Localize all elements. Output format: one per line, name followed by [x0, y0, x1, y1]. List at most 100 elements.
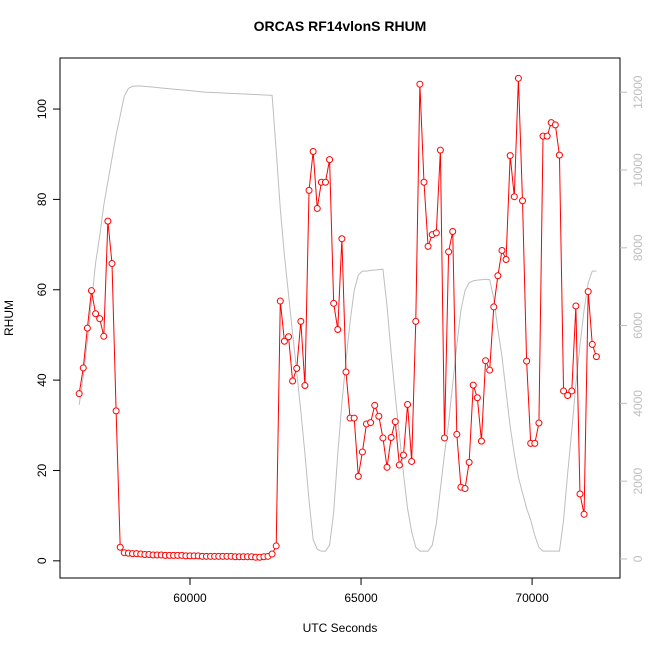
data-point	[531, 439, 539, 447]
data-point	[350, 414, 358, 422]
data-point	[555, 151, 563, 159]
data-point	[580, 510, 588, 518]
data-point	[560, 387, 568, 395]
data-point	[305, 186, 313, 194]
data-point	[75, 390, 83, 398]
data-point	[358, 448, 366, 456]
data-point	[301, 382, 309, 390]
y-tick-label: 40	[35, 373, 49, 387]
data-point	[92, 310, 100, 318]
data-point	[482, 357, 490, 365]
data-point	[510, 193, 518, 201]
data-point	[272, 542, 280, 550]
data-point	[461, 485, 469, 493]
data-point	[469, 381, 477, 389]
data-point	[404, 401, 412, 409]
data-point	[108, 260, 116, 268]
data-point	[354, 472, 362, 480]
data-point	[490, 303, 498, 311]
data-point	[268, 550, 276, 558]
data-point	[293, 364, 301, 372]
data-point	[543, 132, 551, 140]
plot-frame	[59, 57, 621, 579]
y-tick-label: 0	[35, 557, 49, 564]
data-point	[379, 434, 387, 442]
data-point	[416, 80, 424, 88]
data-point	[477, 437, 485, 445]
y-tick-label: 60	[35, 283, 49, 297]
data-point	[96, 315, 104, 323]
data-point	[309, 148, 317, 156]
data-line	[78, 85, 597, 552]
data-point	[387, 433, 395, 441]
data-point	[519, 197, 527, 205]
data-point	[371, 401, 379, 409]
y-axis-label: RHUM	[2, 300, 16, 336]
data-point	[100, 332, 108, 340]
data-point	[576, 490, 584, 498]
y-tick-label: 80	[35, 192, 49, 206]
data-point	[285, 333, 293, 341]
data-point	[313, 204, 321, 212]
data-point	[83, 324, 91, 332]
data-point	[588, 340, 596, 348]
data-point	[486, 366, 494, 374]
data-point	[572, 302, 580, 310]
data-point	[441, 434, 449, 442]
data-point	[445, 248, 453, 256]
data-point	[330, 299, 338, 307]
data-point	[395, 461, 403, 469]
data-point	[334, 326, 342, 334]
data-point	[338, 235, 346, 243]
data-point	[506, 152, 514, 160]
data-point	[453, 430, 461, 438]
data-point	[375, 412, 383, 420]
data-point	[502, 255, 510, 263]
data-point	[498, 246, 506, 254]
data-point	[116, 543, 124, 551]
data-line	[78, 78, 597, 558]
data-point	[326, 156, 334, 164]
data-point	[289, 377, 297, 385]
data-point	[79, 364, 87, 372]
data-point	[87, 287, 95, 295]
data-point	[592, 353, 600, 361]
data-point	[321, 178, 329, 186]
data-point	[465, 458, 473, 466]
data-point	[424, 242, 432, 250]
y2-tick-label: 10000	[631, 153, 645, 187]
data-point	[449, 227, 457, 235]
data-point	[564, 391, 572, 399]
data-point	[473, 394, 481, 402]
data-point	[551, 121, 559, 129]
x-tick-label: 65000	[344, 591, 378, 605]
data-point	[432, 229, 440, 237]
y2-tick-label: 2000	[631, 467, 645, 494]
data-point	[408, 457, 416, 465]
data-point	[584, 288, 592, 296]
data-point	[535, 419, 543, 427]
data-point	[399, 451, 407, 459]
data-point	[514, 74, 522, 82]
y-tick-label: 100	[35, 99, 49, 119]
data-point	[280, 337, 288, 345]
y2-tick-label: 0	[631, 555, 645, 562]
x-axis-label: UTC Seconds	[303, 621, 378, 635]
data-point	[568, 387, 576, 395]
data-point	[383, 463, 391, 471]
data-point	[297, 317, 305, 325]
data-point	[494, 272, 502, 280]
x-tick-label: 60000	[173, 591, 207, 605]
data-point	[412, 317, 420, 325]
x-tick-label: 70000	[515, 591, 549, 605]
data-point	[367, 419, 375, 427]
y2-tick-label: 12000	[631, 75, 645, 109]
data-point	[276, 297, 284, 305]
y2-tick-label: 4000	[631, 390, 645, 417]
data-point	[420, 178, 428, 186]
y-tick-label: 20	[35, 463, 49, 477]
data-point	[523, 357, 531, 365]
y2-tick-label: 8000	[631, 234, 645, 261]
data-point	[391, 418, 399, 426]
